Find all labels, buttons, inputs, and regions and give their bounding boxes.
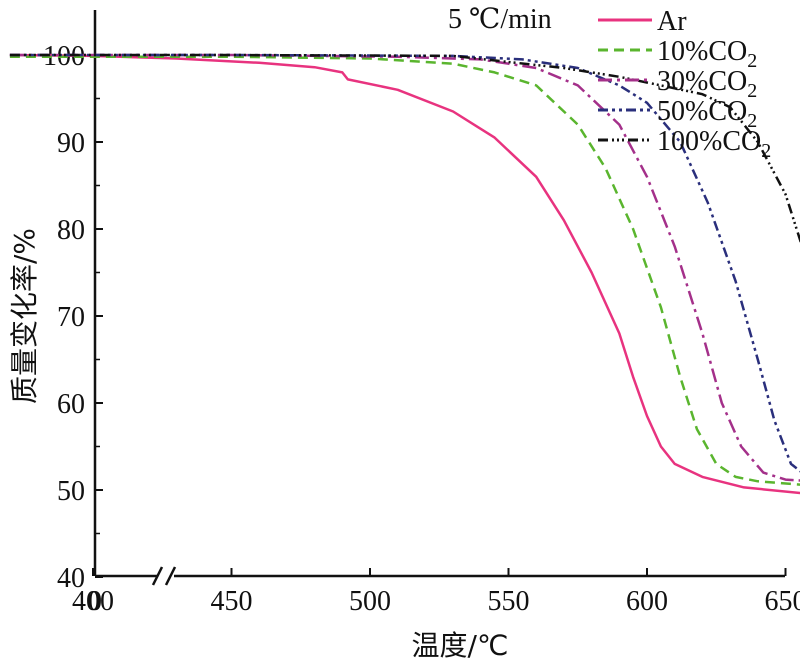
x-tick-label: 600 bbox=[626, 586, 668, 617]
x-tick-label: 500 bbox=[349, 586, 391, 617]
axis-break-mark bbox=[164, 566, 177, 586]
legend-label: 10%CO2 bbox=[657, 36, 757, 72]
series-line-2 bbox=[9, 53, 800, 482]
rate-annotation: 5 ℃/min bbox=[448, 4, 552, 35]
series-line-0 bbox=[9, 53, 800, 495]
x-tick-label: 0 bbox=[88, 586, 102, 617]
series-line-4 bbox=[9, 53, 800, 244]
y-tick-label: 40 bbox=[57, 563, 85, 594]
x-tick-label: 650 bbox=[765, 586, 800, 617]
x-tick-label: 550 bbox=[488, 586, 530, 617]
series-line-3 bbox=[9, 53, 800, 473]
plot-area bbox=[9, 53, 800, 495]
series-line-1 bbox=[9, 55, 800, 486]
legend-label-subscript: 2 bbox=[747, 50, 757, 72]
legend-label: 30%CO2 bbox=[657, 66, 757, 102]
legend-label-subscript: 2 bbox=[761, 140, 771, 162]
y-tick-label: 60 bbox=[57, 389, 85, 420]
y-tick-label: 50 bbox=[57, 476, 85, 507]
y-tick-label: 90 bbox=[57, 128, 85, 159]
y-tick-label: 70 bbox=[57, 302, 85, 333]
legend-label-subscript: 2 bbox=[747, 80, 757, 102]
legend-label: 100%CO2 bbox=[657, 126, 771, 162]
y-axis-title: 质量变化率/% bbox=[8, 228, 41, 404]
axis-break-mark bbox=[151, 566, 164, 586]
legend-label: 50%CO2 bbox=[657, 96, 757, 132]
x-axis-title: 温度/℃ bbox=[412, 629, 509, 662]
legend-label-subscript: 2 bbox=[747, 110, 757, 132]
legend-label: Ar bbox=[657, 6, 687, 37]
y-tick-label: 80 bbox=[57, 215, 85, 246]
x-tick-label: 450 bbox=[211, 586, 253, 617]
x-tick-label: 400 bbox=[72, 586, 114, 617]
axes: 0400450500550600650700750800405060708090… bbox=[43, 10, 800, 617]
